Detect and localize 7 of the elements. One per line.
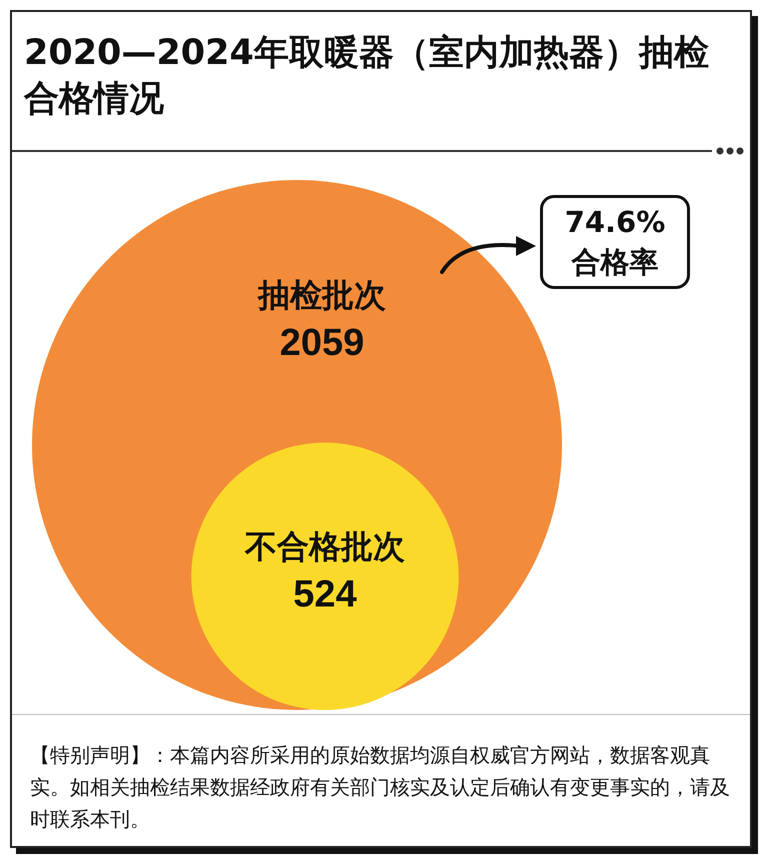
text: 2020—2024年取暖器（室内加热器）抽检合格情况 [24,32,710,121]
text: 【特别声明】：本篇内容所采用的原始数据均源自权威官方网站，数据客观真实。如相关抽检结果数据经政府有关部门核实及认定后确认有变更事实的，请及时联系本刊。 [30,742,730,833]
data-label: 524 [293,573,357,616]
category-label: 不合格批次 [244,528,405,564]
category-label: 抽检批次 [257,277,386,313]
data-label: 2059 [280,322,364,364]
text: 74.6% 合格率 [540,195,690,289]
